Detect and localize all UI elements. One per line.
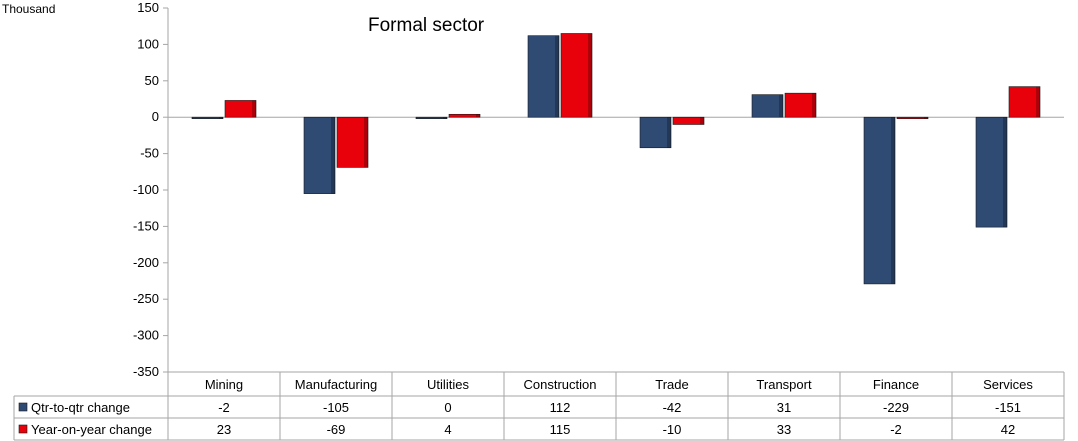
y-tick-label: -200 xyxy=(133,255,159,270)
bars xyxy=(191,33,1041,285)
bar-shade xyxy=(219,117,223,119)
bar-shade xyxy=(1036,86,1040,118)
category-label: Construction xyxy=(524,377,597,392)
category-label: Transport xyxy=(756,377,812,392)
bar-face xyxy=(303,116,336,194)
unit-label: Thousand xyxy=(2,2,55,16)
table-cell: -2 xyxy=(890,422,902,437)
category-label: Manufacturing xyxy=(295,377,377,392)
bar-shade xyxy=(924,117,928,119)
bar-face xyxy=(191,116,224,119)
bar-shade xyxy=(588,33,592,118)
bar-yoy-utilities xyxy=(448,113,481,118)
table-cell: 112 xyxy=(550,400,571,415)
category-label: Finance xyxy=(873,377,919,392)
bar-yoy-manufacturing xyxy=(336,116,369,168)
y-tick-label: -250 xyxy=(133,291,159,306)
table-cell: -105 xyxy=(323,400,349,415)
bar-shade xyxy=(364,117,368,168)
bar-qtr-trade xyxy=(639,116,672,149)
bar-face xyxy=(448,113,481,118)
table-cell: -151 xyxy=(995,400,1021,415)
bar-yoy-transport xyxy=(784,92,817,118)
bar-face xyxy=(224,100,257,118)
y-tick-label: 0 xyxy=(152,109,159,124)
y-tick-label: -100 xyxy=(133,182,159,197)
y-tick-label: 150 xyxy=(137,0,159,15)
y-tick-label: -150 xyxy=(133,218,159,233)
bar-face xyxy=(896,116,929,119)
bar-face xyxy=(560,33,593,118)
table-cell: 31 xyxy=(777,400,791,415)
y-tick-label: -350 xyxy=(133,364,159,379)
bar-face xyxy=(527,35,560,118)
bar-face xyxy=(751,94,784,118)
bar-yoy-trade xyxy=(672,116,705,125)
category-label: Utilities xyxy=(427,377,469,392)
y-tick-label: 50 xyxy=(145,73,159,88)
table-cell: -69 xyxy=(327,422,346,437)
table-cell: -2 xyxy=(218,400,230,415)
bar-face xyxy=(784,92,817,118)
bar-qtr-transport xyxy=(751,94,784,118)
bar-face xyxy=(975,116,1008,228)
table-cell: -42 xyxy=(663,400,682,415)
bar-shade xyxy=(700,117,704,125)
y-tick-label: 100 xyxy=(137,36,159,51)
bar-yoy-construction xyxy=(560,33,593,118)
legend-swatch xyxy=(18,402,28,412)
bar-face xyxy=(672,116,705,125)
bar-shade xyxy=(812,93,816,118)
bar-qtr-construction xyxy=(527,35,560,118)
bar-yoy-mining xyxy=(224,100,257,118)
bar-face xyxy=(1008,86,1041,118)
bar-yoy-services xyxy=(1008,86,1041,118)
table-cell: -229 xyxy=(883,400,909,415)
y-tick-label: -50 xyxy=(140,146,159,161)
table-cell: 115 xyxy=(550,422,571,437)
series-label: Year-on-year change xyxy=(31,422,152,437)
bar-shade xyxy=(555,35,559,118)
data-table: Mining Manufacturing Utilities Construction… xyxy=(13,371,1065,441)
bar-yoy-finance xyxy=(896,116,929,119)
bar-qtr-manufacturing xyxy=(303,116,336,194)
bar-shade xyxy=(252,100,256,118)
series-label: Qtr-to-qtr change xyxy=(31,400,130,415)
table-cell: 23 xyxy=(217,422,231,437)
table-cell: -10 xyxy=(663,422,682,437)
bar-qtr-finance xyxy=(863,116,896,285)
bar-face xyxy=(415,116,448,119)
bar-shade xyxy=(667,117,671,148)
category-label: Mining xyxy=(205,377,243,392)
bar-qtr-utilities xyxy=(415,116,448,119)
bar-qtr-services xyxy=(975,116,1008,228)
bar-shade xyxy=(476,114,480,118)
bar-qtr-mining xyxy=(191,116,224,119)
y-axis: 150 100 50 0 -50 -100 -150 -200 -250 -300 -350 xyxy=(133,0,1064,379)
y-tick-label: -300 xyxy=(133,328,159,343)
bar-shade xyxy=(1003,117,1007,228)
category-label: Services xyxy=(983,377,1033,392)
bar-face xyxy=(863,116,896,285)
table-cell: 33 xyxy=(777,422,791,437)
table-cell: 0 xyxy=(444,400,451,415)
bar-shade xyxy=(443,117,447,119)
chart-title: Formal sector xyxy=(368,15,485,36)
bar-shade xyxy=(331,117,335,194)
bar-shade xyxy=(779,94,783,118)
legend-swatch xyxy=(18,424,28,434)
bar-shade xyxy=(891,117,895,284)
table-cell: 42 xyxy=(1001,422,1015,437)
bar-face xyxy=(639,116,672,149)
table-cell: 4 xyxy=(444,422,451,437)
category-label: Trade xyxy=(655,377,688,392)
bar-face xyxy=(336,116,369,168)
